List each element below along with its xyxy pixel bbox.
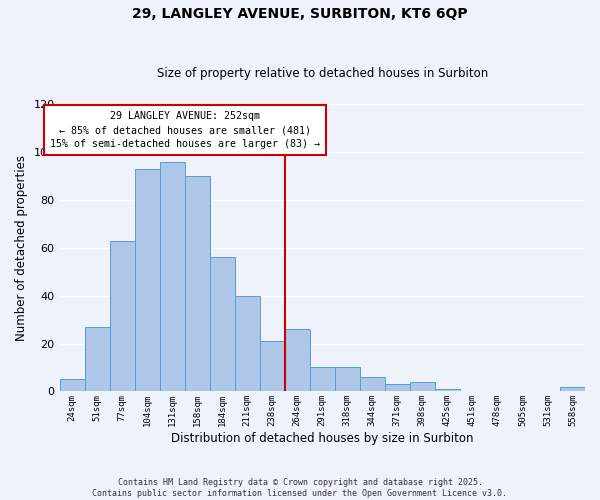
Bar: [110, 240, 134, 392]
Bar: [335, 368, 360, 392]
X-axis label: Distribution of detached houses by size in Surbiton: Distribution of detached houses by size …: [171, 432, 473, 445]
Bar: [285, 329, 310, 392]
Bar: [410, 382, 435, 392]
Text: Contains HM Land Registry data © Crown copyright and database right 2025.
Contai: Contains HM Land Registry data © Crown c…: [92, 478, 508, 498]
Bar: [385, 384, 410, 392]
Y-axis label: Number of detached properties: Number of detached properties: [15, 155, 28, 341]
Bar: [134, 169, 160, 392]
Text: 29, LANGLEY AVENUE, SURBITON, KT6 6QP: 29, LANGLEY AVENUE, SURBITON, KT6 6QP: [132, 8, 468, 22]
Bar: [560, 386, 585, 392]
Bar: [235, 296, 260, 392]
Bar: [85, 327, 110, 392]
Text: 29 LANGLEY AVENUE: 252sqm
← 85% of detached houses are smaller (481)
15% of semi: 29 LANGLEY AVENUE: 252sqm ← 85% of detac…: [50, 112, 320, 150]
Bar: [435, 389, 460, 392]
Bar: [260, 341, 285, 392]
Title: Size of property relative to detached houses in Surbiton: Size of property relative to detached ho…: [157, 66, 488, 80]
Bar: [185, 176, 209, 392]
Bar: [59, 380, 85, 392]
Bar: [160, 162, 185, 392]
Bar: [360, 377, 385, 392]
Bar: [310, 368, 335, 392]
Bar: [209, 258, 235, 392]
